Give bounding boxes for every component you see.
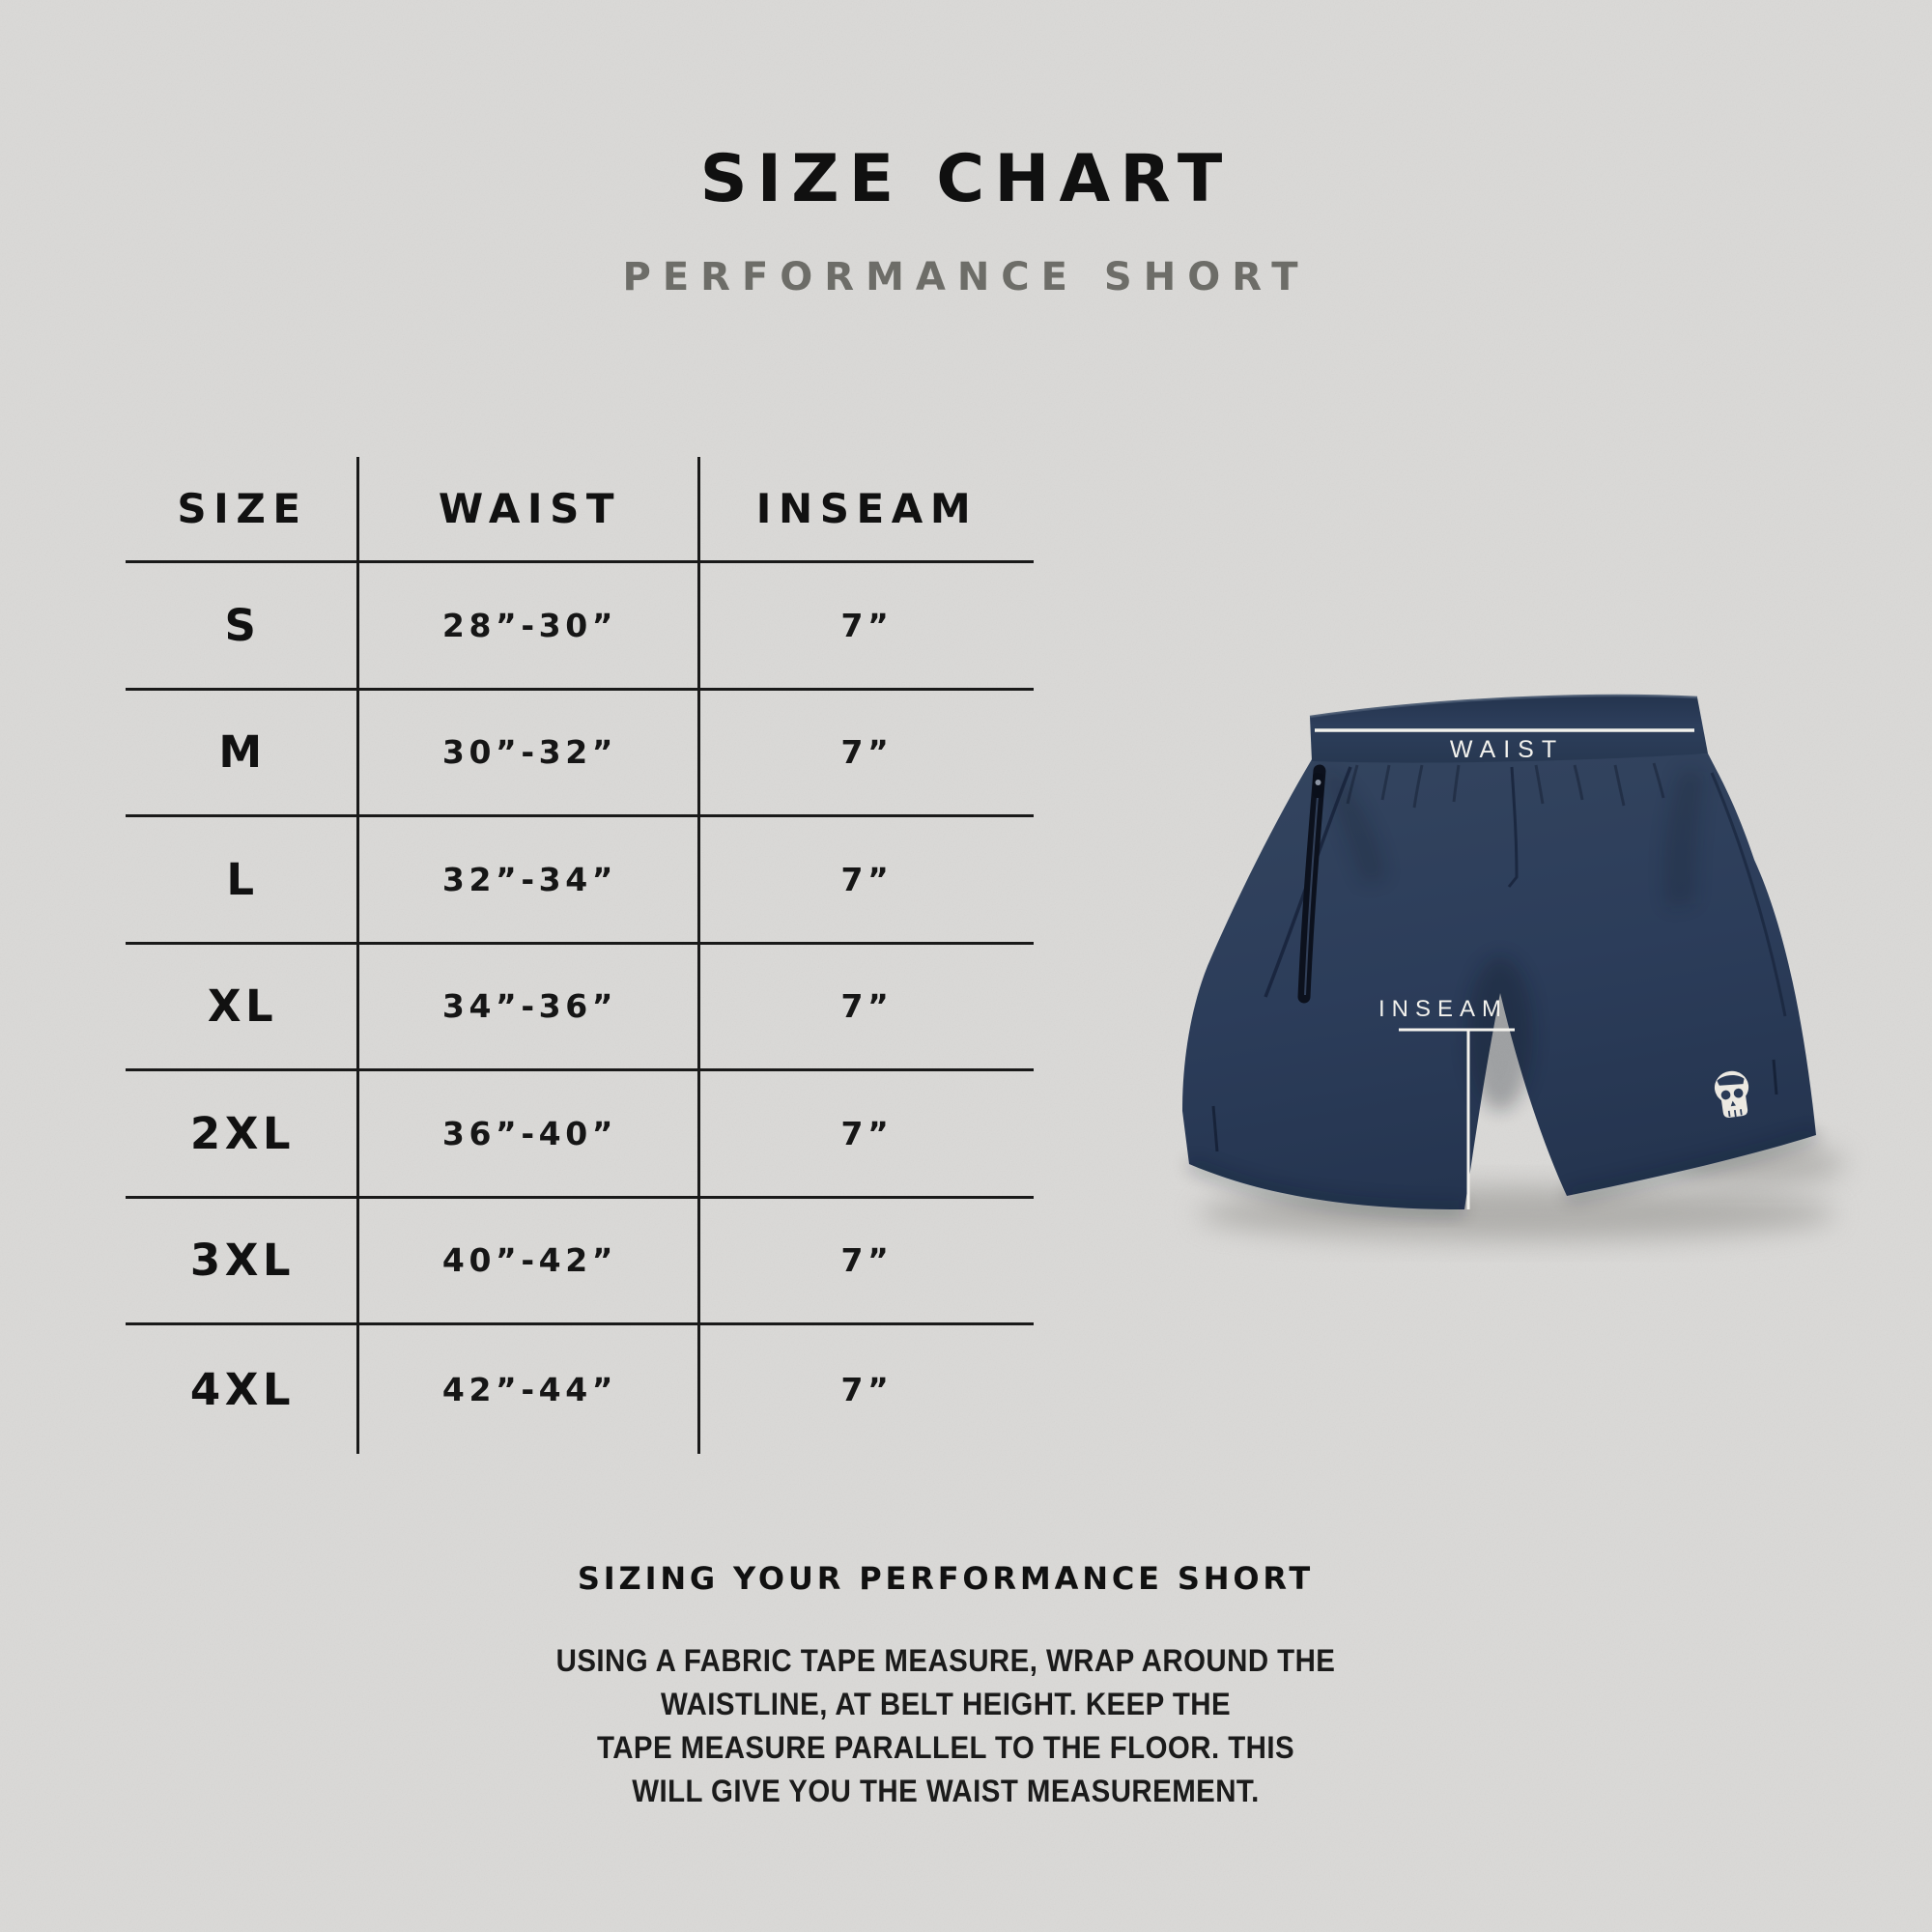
- sizing-text-line: WAISTLINE, AT BELT HEIGHT. KEEP THE: [660, 1687, 1232, 1721]
- shorts-illustration: WAIST INSEAM: [1182, 694, 1845, 1240]
- waist-cell: 34”-36”: [441, 987, 618, 1026]
- column-divider: [697, 457, 700, 1454]
- inseam-cell: 7”: [840, 606, 894, 644]
- waistband-gathers: [1346, 762, 1665, 809]
- waist-cell: 32”-34”: [441, 860, 618, 898]
- inseam-label: INSEAM: [1378, 996, 1508, 1022]
- size-cell: L: [226, 853, 259, 905]
- column-divider: [356, 457, 359, 1454]
- inseam-measurement: INSEAM: [1378, 996, 1515, 1209]
- sizing-text-line: TAPE MEASURE PARALLEL TO THE FLOOR. THIS: [596, 1730, 1295, 1765]
- fly-seam: [1507, 766, 1519, 888]
- table-row: M 30”-32” 7”: [126, 687, 1034, 815]
- page-subtitle: PERFORMANCE SHORT: [622, 255, 1310, 299]
- size-cell: S: [224, 599, 261, 651]
- inseam-cell: 7”: [840, 733, 894, 772]
- column-header-inseam: INSEAM: [755, 485, 979, 532]
- waist-cell: 40”-42”: [441, 1241, 618, 1280]
- shorts-body: [1182, 753, 1818, 1214]
- right-hem-slit: [1772, 1059, 1778, 1095]
- page-title: SIZE CHART: [699, 141, 1233, 217]
- sizing-instructions: SIZING YOUR PERFORMANCE SHORT USING A FA…: [0, 1563, 1891, 1813]
- size-cell: 3XL: [189, 1235, 296, 1287]
- inseam-cell: 7”: [840, 987, 894, 1026]
- size-cell: XL: [207, 980, 278, 1033]
- inseam-cell: 7”: [840, 860, 894, 898]
- inseam-cell: 7”: [840, 1241, 894, 1280]
- size-cell: 4XL: [189, 1364, 296, 1415]
- column-header-waist: WAIST: [438, 485, 622, 532]
- waist-cell: 28”-30”: [441, 606, 618, 644]
- waist-cell: 30”-32”: [441, 733, 618, 772]
- sizing-text-line: USING A FABRIC TAPE MEASURE, WRAP AROUND…: [555, 1643, 1336, 1678]
- sizing-paragraph: USING A FABRIC TAPE MEASURE, WRAP AROUND…: [75, 1639, 1815, 1813]
- sizing-heading: SIZING YOUR PERFORMANCE SHORT: [577, 1560, 1315, 1597]
- table-row: S 28”-30” 7”: [126, 560, 1034, 688]
- column-header-size: SIZE: [177, 485, 308, 532]
- waist-measurement: WAIST: [1315, 728, 1694, 763]
- performance-short-figure: WAIST INSEAM: [1140, 676, 1874, 1294]
- table-row: 4XL 42”-44” 7”: [126, 1322, 1034, 1454]
- inseam-cell: 7”: [840, 1114, 894, 1152]
- size-chart-table: SIZE WAIST INSEAM S 28”-30” 7” M 30”-32”…: [126, 457, 1034, 1454]
- right-pocket-seam: [1710, 772, 1787, 1017]
- table-row: XL 34”-36” 7”: [126, 941, 1034, 1069]
- waist-cell: 42”-44”: [441, 1371, 618, 1408]
- zipper: [1297, 764, 1326, 1004]
- left-hem-slit: [1211, 1105, 1219, 1152]
- table-header-row: SIZE WAIST INSEAM: [126, 457, 1034, 560]
- waist-cell: 36”-40”: [441, 1114, 618, 1152]
- table-row: 3XL 40”-42” 7”: [126, 1195, 1034, 1323]
- size-cell: 2XL: [189, 1107, 296, 1159]
- skull-icon: [1714, 1070, 1749, 1119]
- inseam-cell: 7”: [840, 1371, 894, 1408]
- size-cell: M: [218, 726, 267, 779]
- table-row: L 32”-34” 7”: [126, 814, 1034, 942]
- table-row: 2XL 36”-40” 7”: [126, 1068, 1034, 1196]
- sizing-text-line: WILL GIVE YOU THE WAIST MEASUREMENT.: [632, 1774, 1260, 1808]
- waist-label: WAIST: [1450, 736, 1564, 763]
